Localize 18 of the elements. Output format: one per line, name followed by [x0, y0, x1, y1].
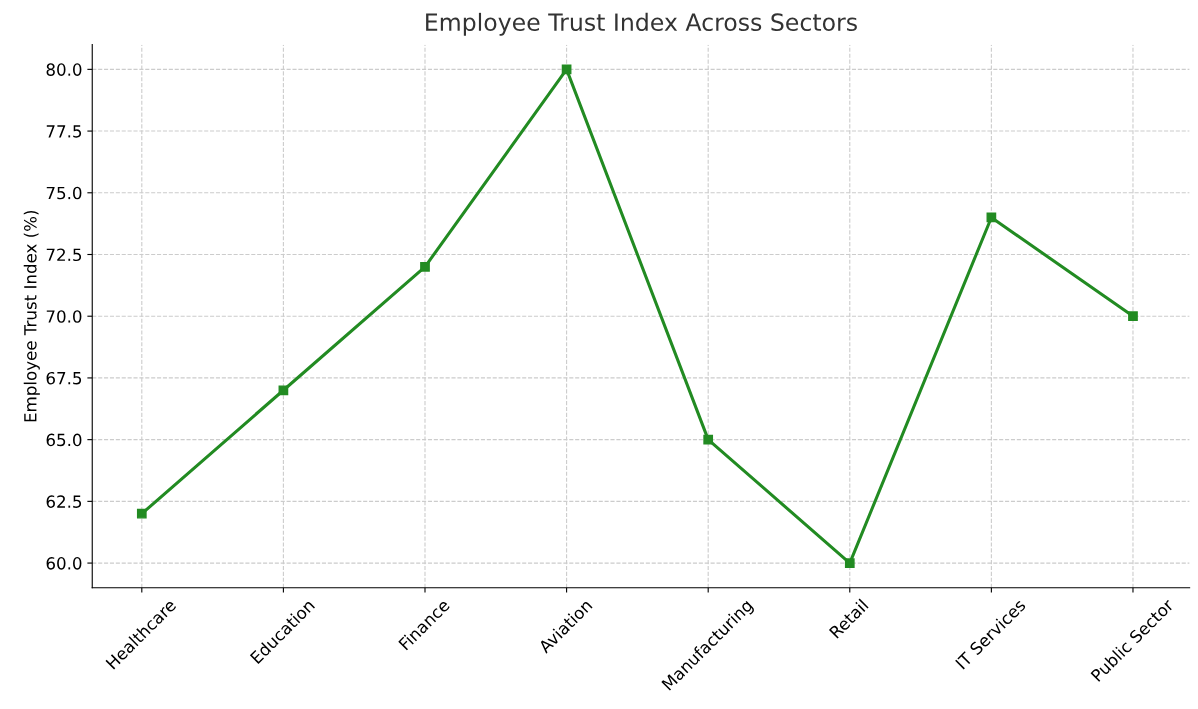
point	[1128, 311, 1138, 322]
point	[136, 508, 147, 519]
y-axis-title: Employee Trust Index (%)	[23, 210, 40, 422]
point	[844, 558, 855, 568]
point	[420, 261, 430, 272]
y-tick-label: 60.0	[46, 557, 82, 570]
point	[561, 64, 572, 75]
point	[278, 385, 289, 396]
y-tick-label: 75.0	[46, 186, 82, 200]
y-tick-label: 67.5	[46, 371, 82, 385]
y-tick-label: 72.5	[46, 248, 82, 262]
y-tick-label: 80.0	[46, 63, 82, 76]
y-tick-label: 70.0	[46, 310, 82, 323]
y-tick-label: 62.5	[46, 495, 82, 508]
y-tick-label: 77.5	[46, 125, 82, 138]
chart-title: Employee Trust Index Across Sectors	[426, 12, 857, 36]
point	[703, 434, 714, 445]
y-tick-label: 65.0	[46, 433, 82, 447]
